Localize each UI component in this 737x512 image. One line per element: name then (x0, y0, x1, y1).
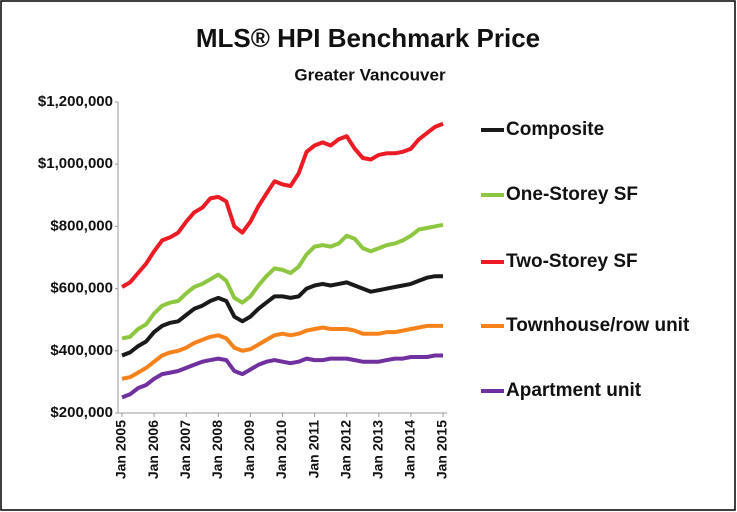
y-tick-label: $200,000 (50, 404, 113, 421)
series-line (121, 353, 443, 400)
legend-label: Apartment unit (506, 380, 642, 401)
y-tick-label: $400,000 (50, 342, 113, 359)
legend-label: One-Storey SF (506, 184, 638, 205)
legend-label: Composite (506, 119, 604, 140)
x-tick-label: Jan 2014 (402, 420, 418, 479)
series-line (121, 121, 444, 289)
series-line (121, 323, 443, 381)
x-tick-label: Jan 2011 (305, 420, 321, 479)
x-tick-label: Jan 2013 (370, 420, 386, 479)
legend-label: Townhouse/row unit (506, 315, 690, 336)
x-tick-label: Jan 2005 (113, 420, 129, 479)
y-tick-label: $1,200,000 (38, 93, 113, 110)
x-tick-label: Jan 2012 (337, 420, 353, 479)
x-tick-label: Jan 2010 (273, 420, 289, 479)
series-line (121, 222, 444, 341)
series-line (121, 274, 443, 358)
x-tick-label: Jan 2009 (241, 420, 257, 479)
y-tick-label: $800,000 (50, 217, 113, 234)
chart-title: MLS® HPI Benchmark Price (196, 23, 540, 53)
x-tick-label: Jan 2015 (434, 420, 450, 479)
x-tick-label: Jan 2008 (209, 420, 225, 479)
x-tick-label: Jan 2007 (177, 420, 193, 479)
chart-subtitle: Greater Vancouver (294, 65, 446, 84)
x-tick-label: Jan 2006 (145, 420, 161, 479)
y-tick-label: $600,000 (50, 280, 113, 297)
legend-label: Two-Storey SF (506, 251, 638, 272)
y-tick-label: $1,000,000 (38, 155, 113, 172)
